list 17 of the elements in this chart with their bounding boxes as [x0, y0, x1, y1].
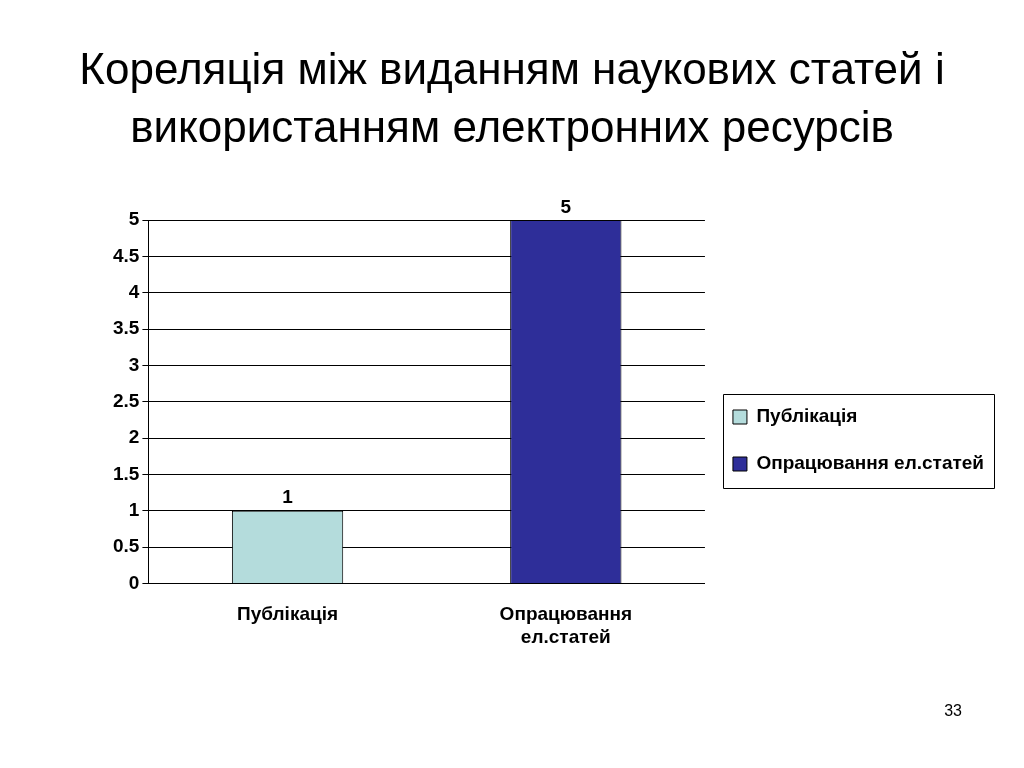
y-tick-label: 2: [128, 426, 140, 448]
y-tick-label: 3: [128, 353, 140, 375]
chart-title: Кореляція між виданням наукових статей і використанням електронних ресурсів: [78, 43, 946, 153]
y-tick-label: 4: [128, 280, 140, 302]
legend-label: Публікація: [756, 405, 858, 427]
data-label: 5: [560, 195, 572, 217]
text: 33: [944, 702, 962, 720]
y-tick-label: 0: [128, 571, 140, 593]
y-tick-label: 2.5: [112, 389, 140, 411]
y-tick-label: 5: [128, 208, 140, 230]
y-tick-label: 1: [128, 498, 140, 520]
y-tick-label: 3.5: [112, 317, 140, 339]
legend-label: Опрацювання ел.статей: [756, 452, 985, 474]
y-tick-label: 1.5: [112, 462, 140, 484]
y-tick-label: 0.5: [112, 535, 140, 557]
data-label: 1: [282, 486, 294, 508]
y-tick-label: 4.5: [112, 244, 140, 266]
